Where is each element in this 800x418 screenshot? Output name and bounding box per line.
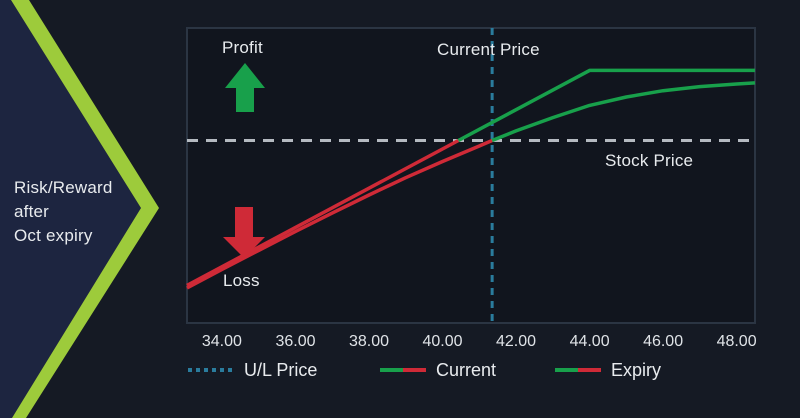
x-tick-label: 48.00	[716, 333, 757, 350]
legend-label: Current	[436, 359, 497, 380]
x-tick-label: 44.00	[569, 333, 610, 350]
legend-label: Expiry	[611, 359, 662, 380]
panel-caption-line: after	[14, 202, 50, 221]
series-lines	[186, 68, 756, 290]
x-tick-label: 38.00	[348, 333, 390, 350]
legend-label: U/L Price	[244, 359, 318, 380]
ul-price-swatch-icon	[188, 368, 234, 372]
profit-arrow-icon	[225, 63, 265, 112]
left-panel-graphic	[0, 0, 159, 418]
left-panel-background	[0, 0, 141, 418]
expiry-line	[186, 138, 460, 287]
x-tick-label: 36.00	[275, 333, 316, 350]
panel-caption-line: Risk/Reward	[14, 178, 113, 197]
panel-caption: Risk/Reward after Oct expiry	[14, 176, 113, 248]
loss-label: Loss	[223, 271, 260, 290]
legend-item-expiry: Expiry	[555, 360, 661, 380]
legend-item-ul-price: U/L Price	[188, 360, 317, 380]
legend-item-current: Current	[380, 360, 496, 380]
x-tick-label: 34.00	[201, 333, 242, 350]
x-tick-label: 46.00	[643, 333, 684, 350]
expiry-line	[457, 68, 755, 143]
x-tick-label: 40.00	[422, 333, 463, 350]
current-swatch-icon	[380, 368, 426, 372]
current-price-label: Current Price	[437, 40, 540, 59]
profit-label: Profit	[222, 38, 263, 57]
x-tick-label: 42.00	[495, 333, 537, 350]
current-line	[186, 138, 493, 290]
plot-area	[186, 27, 756, 324]
stock-price-label: Stock Price	[605, 151, 694, 170]
loss-arrow-icon	[223, 207, 265, 258]
expiry-swatch-icon	[555, 368, 601, 372]
panel-caption-line: Oct expiry	[14, 226, 93, 245]
current-line	[491, 81, 756, 143]
